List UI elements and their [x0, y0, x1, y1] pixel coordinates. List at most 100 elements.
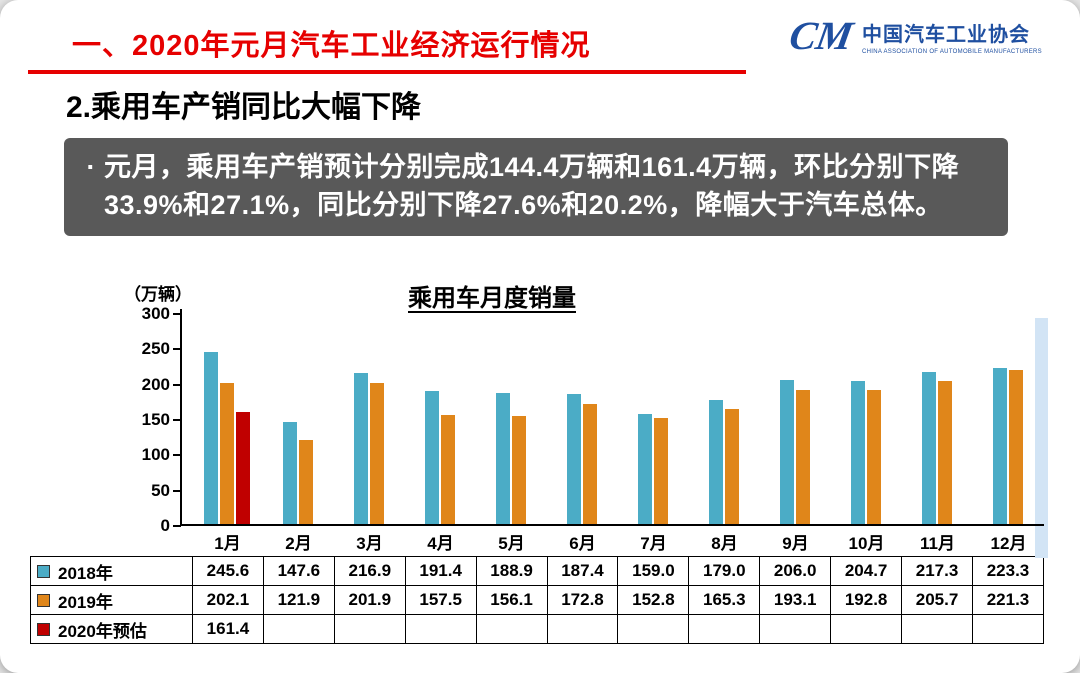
y-tick-mark [173, 489, 181, 492]
bar-group-7月 [618, 314, 689, 526]
legend-wrap: 2020年预估 [32, 617, 192, 642]
table-cell-2019年-1月: 202.1 [192, 585, 264, 615]
bar-group-9月 [760, 314, 831, 526]
table-cell-2020年预估-2月 [262, 614, 335, 644]
table-cell-2020年预估-12月 [971, 614, 1045, 644]
month-row: 1月 2月 3月 4月 5月 6月 7月 8月 9月 10月 11月 12月 [30, 526, 1044, 556]
table-cell-2018年-8月: 179.0 [688, 556, 761, 586]
sales-table: 2018年 245.6 147.6 216.9 191.4 188.9 187.4 159.0… [30, 556, 1045, 644]
legend-cell-2020年预估: 2020年预估 [30, 614, 193, 644]
bar-group-1月 [192, 314, 263, 526]
y-tick-mark [173, 313, 181, 315]
table-cell-2020年预估-5月 [475, 614, 548, 644]
table-cell-2018年-9月: 206.0 [759, 556, 832, 586]
legend-label: 2019年 [58, 592, 113, 612]
table-cell-2018年-12月: 223.3 [971, 556, 1045, 586]
month-label-8月: 8月 [711, 533, 738, 553]
x-axis-line [180, 524, 1044, 526]
month-label-6月: 6月 [569, 533, 596, 553]
legend-swatch-2019年 [37, 593, 50, 607]
sales-table-body: 2018年 245.6 147.6 216.9 191.4 188.9 187.4 159.0… [30, 556, 1045, 644]
chart: （万辆） 乘用车月度销量 300 250 200 150 100 50 0 1月 2月 3月 4月… [30, 278, 1048, 644]
bar-2019年-5月 [512, 415, 527, 526]
table-cell-2020年预估-9月 [759, 614, 832, 644]
month-label-7月: 7月 [640, 533, 667, 553]
y-axis-line [180, 309, 182, 526]
bar-2019年-10月 [867, 389, 882, 526]
bar-group-12月 [973, 314, 1044, 526]
table-cell-2018年-7月: 159.0 [617, 556, 690, 586]
table-cell-2018年-2月: 147.6 [262, 556, 335, 586]
month-label-5月: 5月 [498, 533, 525, 553]
table-cell-2018年-6月: 187.4 [546, 556, 619, 586]
y-tick-label: 300 [141, 304, 170, 323]
bar-2018年-9月 [780, 380, 795, 526]
legend-swatch-2020年预估 [37, 622, 50, 636]
caam-logo-icon: CM [785, 13, 857, 58]
table-cell-2019年-8月: 165.3 [688, 585, 761, 615]
bar-2019年-2月 [299, 439, 314, 526]
y-tick-label: 250 [141, 339, 170, 359]
y-tick-mark [173, 525, 181, 527]
table-cell-2018年-4月: 191.4 [404, 556, 477, 586]
y-tick-mark [173, 348, 181, 351]
table-cell-2020年预估-3月 [333, 614, 406, 644]
highlight-text: 元月，乘用车产销预计分别完成144.4万辆和161.4万辆，环比分别下降33.9… [104, 152, 960, 220]
table-cell-2019年-4月: 157.5 [404, 585, 477, 615]
bar-2019年-6月 [583, 403, 598, 526]
bar-2018年-10月 [851, 381, 866, 526]
legend-swatch-2018年 [37, 564, 50, 578]
table-cell-2020年预估-4月 [404, 614, 477, 644]
bar-group-5月 [476, 314, 547, 526]
month-label-11月: 11月 [920, 533, 955, 553]
table-cell-2020年预估-1月: 161.4 [192, 614, 264, 644]
y-tick-mark [173, 419, 181, 421]
month-label-1月: 1月 [214, 533, 241, 553]
bar-group-10月 [831, 314, 902, 526]
bar-2018年-4月 [425, 390, 440, 526]
bullet-icon: · [86, 152, 96, 182]
legend-label: 2020年预估 [58, 621, 147, 641]
chart-plot: 300 250 200 150 100 50 0 [142, 304, 1048, 558]
table-row-2018年: 2018年 245.6 147.6 216.9 191.4 188.9 187.4 159.0… [30, 556, 1045, 586]
table-cell-2019年-6月: 172.8 [546, 585, 619, 615]
table-cell-2020年预估-7月 [617, 614, 690, 644]
table-cell-2019年-9月: 193.1 [759, 585, 832, 615]
legend-wrap: 2019年 [32, 588, 192, 613]
bar-2019年-12月 [1009, 369, 1024, 526]
y-tick-label: 50 [151, 480, 170, 500]
bar-group-8月 [689, 314, 760, 526]
legend-cell-2018年: 2018年 [30, 556, 193, 586]
table-row-2020年预估: 2020年预估 161.4 [30, 614, 1045, 644]
caam-logo-name: 中国汽车工业协会 [862, 23, 1031, 46]
bar-2018年-8月 [709, 399, 724, 526]
y-tick-mark [173, 454, 181, 457]
legend-label: 2018年 [58, 563, 113, 583]
table-cell-2019年-5月: 156.1 [475, 585, 548, 615]
bar-2018年-1月 [204, 352, 219, 526]
bar-group-3月 [334, 314, 405, 526]
bar-group-11月 [902, 314, 973, 526]
chart-shadow [1035, 318, 1048, 558]
table-cell-2019年-7月: 152.8 [617, 585, 690, 615]
table-cell-2018年-1月: 245.6 [192, 556, 264, 586]
bar-2019年-11月 [938, 380, 953, 526]
table-row-2019年: 2019年 202.1 121.9 201.9 157.5 156.1 172.8 152.8… [30, 585, 1045, 615]
chart-title: 乘用车月度销量 [408, 285, 576, 312]
month-label-2月: 2月 [285, 533, 312, 553]
table-cell-2018年-10月: 204.7 [830, 556, 903, 586]
bar-2020年预估-1月 [236, 411, 251, 526]
bar-2018年-6月 [567, 393, 582, 526]
bar-2019年-8月 [725, 409, 740, 526]
bar-2019年-4月 [441, 414, 456, 526]
legend-wrap: 2018年 [32, 559, 192, 584]
table-cell-2018年-11月: 217.3 [901, 556, 973, 586]
table-cell-2020年预估-10月 [830, 614, 903, 644]
y-axis-labels: 300 250 200 150 100 50 0 [102, 304, 170, 535]
bar-2018年-5月 [496, 392, 511, 526]
bar-2019年-1月 [220, 383, 235, 526]
month-label-3月: 3月 [356, 533, 383, 553]
bar-2018年-11月 [922, 372, 937, 526]
table-cell-2019年-12月: 221.3 [971, 585, 1045, 615]
